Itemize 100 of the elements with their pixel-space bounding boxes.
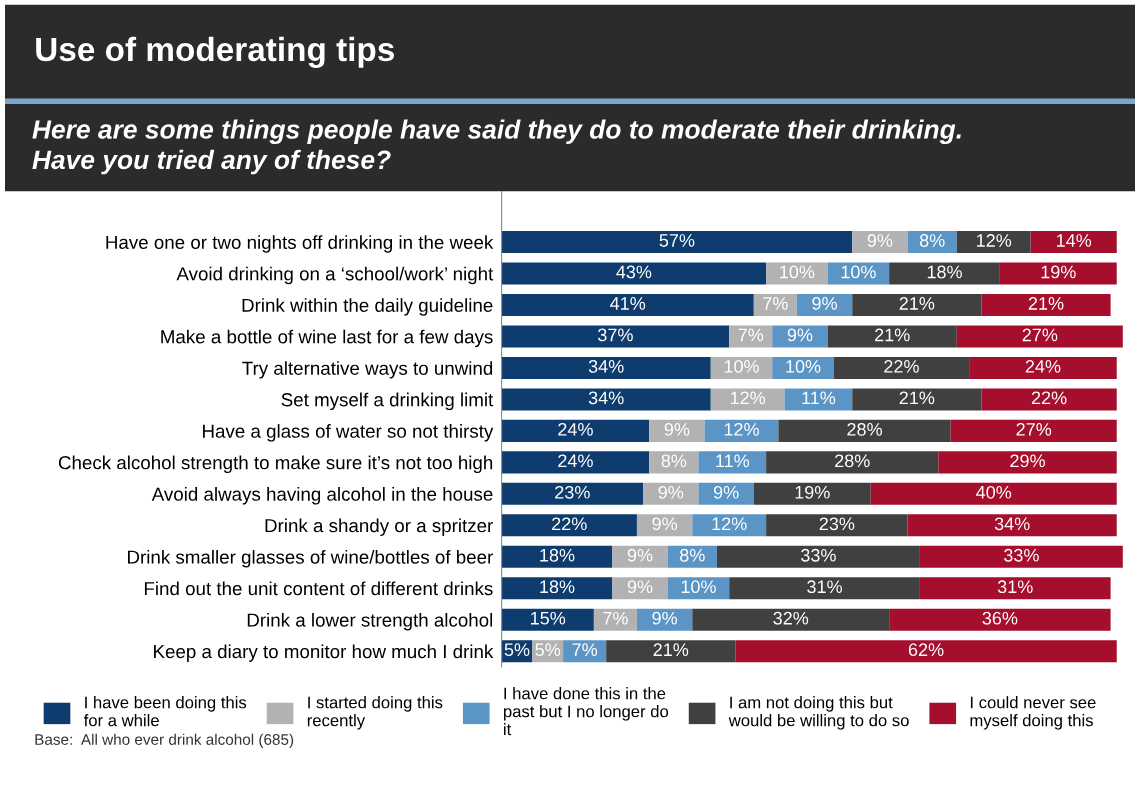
data-label: 34% [588,360,624,373]
bar [643,482,699,505]
bar [501,577,613,600]
data-label: 5% [535,643,561,657]
bar [606,640,736,663]
data-label: 22% [884,360,919,373]
y-tick-label: Try alternative ways to unwind [242,361,493,379]
data-label: 22% [1031,391,1067,405]
data-label: 24% [1025,360,1061,373]
y-tick-label: Find out the unit content of different drinks [144,581,493,596]
data-label: 9% [812,297,837,310]
bar [501,231,853,254]
bar [919,577,1111,600]
bar [1030,231,1117,254]
data-label: 11% [802,391,836,405]
data-label: 9% [652,517,678,531]
bar [870,482,1117,505]
y-tick-label: Keep a diary to monitor how much I drink [154,644,494,662]
data-label: 24% [558,454,593,468]
legend-label: I could never see myself doing this [970,696,1096,730]
data-label: 33% [801,548,836,562]
data-label: 21% [1028,297,1064,310]
y-tick-label: Have one or two nights off drinking in the week [106,235,494,253]
bar [753,293,797,316]
y-tick-label: Check alcohol strength to make sure it’s not too high [58,455,493,474]
bar [501,451,650,474]
data-label: 9% [713,485,739,499]
bar [501,356,711,379]
bar [501,388,711,411]
bar [772,356,834,379]
data-label: 40% [976,485,1012,499]
data-label: 9% [664,422,690,436]
bar [889,262,1000,285]
y-tick-label: Drink a shandy or a spritzer [265,518,493,536]
data-label: 8% [661,454,687,468]
bar [501,262,767,285]
bar [907,514,1117,537]
data-label: 29% [1010,454,1045,468]
bar [772,325,828,348]
data-label: 18% [927,265,962,279]
data-label: 9% [658,485,684,499]
bar [501,419,650,442]
data-label: 27% [1022,328,1058,342]
bar [852,231,908,254]
data-label: 14% [1057,234,1092,247]
data-label: 36% [982,611,1018,625]
data-label: 10% [841,265,876,279]
y-tick-label: Make a bottle of wine last for a few days [161,329,493,348]
bar [735,640,1117,663]
data-label: 10% [786,360,821,373]
bar [784,388,853,411]
bar [501,545,613,568]
data-label: 19% [1041,265,1076,279]
bar [501,325,730,348]
bar [729,325,773,348]
data-label: 9% [867,234,893,247]
data-label: 21% [899,297,935,310]
bar [833,356,970,379]
text: Base: All who ever drink alcohol (685) [35,733,294,748]
legend-label: I have done this in the past but I no longer do it [503,687,669,736]
data-label: 21% [875,328,910,342]
data-label: 34% [588,391,624,405]
bar [778,419,951,442]
data-label: 12% [977,234,1012,247]
data-label: 33% [1004,548,1039,562]
data-label: 32% [773,611,809,625]
y-tick-label: Set myself a drinking limit [281,392,494,411]
data-label: 37% [598,328,633,342]
data-label: 28% [847,422,882,436]
bar [636,608,693,631]
data-label: 7% [572,643,598,656]
data-label: 7% [738,328,764,342]
data-label: 62% [908,643,944,657]
legend-label: I am not doing this but would be willing to do so [728,696,909,730]
data-label: 34% [994,517,1030,531]
bar [852,293,982,316]
bar [852,388,982,411]
data-label: 21% [653,643,689,656]
data-label: 28% [835,454,870,468]
data-label: 22% [552,517,587,531]
data-label: 9% [627,580,653,594]
y-tick-label: Drink within the daily guideline [242,298,493,316]
bar [716,545,920,568]
bar [649,419,705,442]
data-label: 5% [504,643,530,657]
bar [950,419,1117,442]
bar [796,293,853,316]
data-label: 18% [540,548,575,562]
bar [692,514,767,537]
legend-label: I started doing this recently [307,696,443,730]
bar [999,262,1117,285]
bar [501,482,644,505]
bar [981,293,1111,316]
data-label: 19% [795,485,830,499]
y-tick-label: Drink smaller glasses of wine/bottles of beer [128,550,493,568]
bar [710,388,785,411]
data-label: 9% [787,328,813,342]
bar [956,231,1031,254]
y-tick-label: Avoid drinking on a ‘school/work’ night [176,266,494,285]
data-label: 10% [681,580,716,594]
